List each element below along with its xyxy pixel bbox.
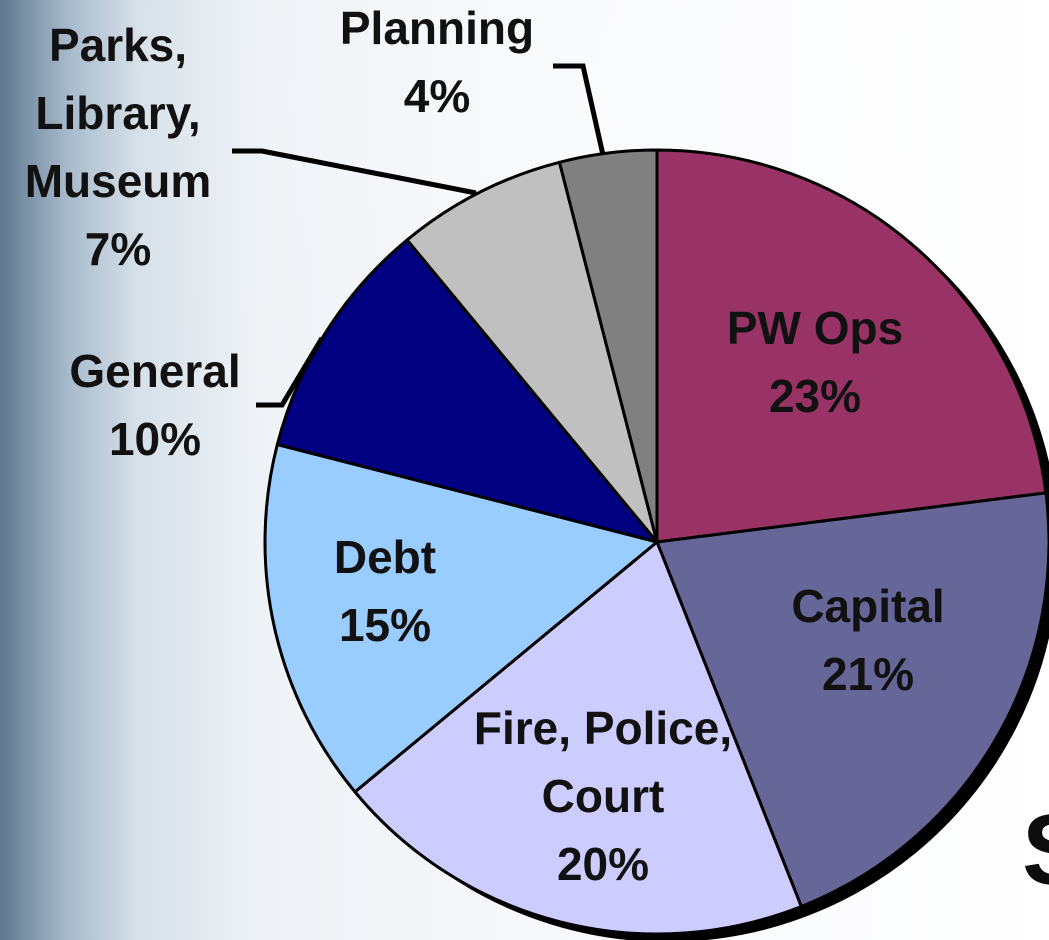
leader-line-parks-library-museum bbox=[232, 148, 477, 196]
slice-label-planning: Planning 4% bbox=[340, 2, 534, 122]
slice-labels: PW Ops 23% Capital 21% Fire, Police, Court 20%… bbox=[25, 2, 945, 890]
slice-label-pw-ops: PW Ops 23% bbox=[727, 302, 903, 422]
slice-label-line: PW Ops bbox=[727, 302, 903, 354]
pie-slice-pw-ops bbox=[655, 148, 1048, 544]
slice-label-line: Parks, bbox=[49, 19, 187, 71]
slice-label-debt: Debt 15% bbox=[334, 531, 436, 651]
slice-label-line: Museum bbox=[25, 155, 212, 207]
pie-slice-parks-library-museum bbox=[405, 160, 659, 544]
slice-label-fire-police-court: Fire, Police, Court 20% bbox=[474, 702, 732, 890]
slice-label-line: Planning bbox=[340, 2, 534, 54]
slice-label-line: Court bbox=[542, 770, 665, 822]
slice-label-line: 4% bbox=[404, 70, 470, 122]
slice-label-line: 10% bbox=[109, 413, 201, 465]
slice-label-line: 7% bbox=[85, 223, 151, 275]
slice-label-line: General bbox=[69, 345, 240, 397]
slice-label-line: Capital bbox=[791, 580, 944, 632]
slice-label-line: 21% bbox=[822, 648, 914, 700]
slice-label-line: 15% bbox=[339, 599, 431, 651]
leader-line-planning bbox=[553, 63, 606, 156]
pie-slice-debt bbox=[263, 443, 659, 794]
slice-label-line: Debt bbox=[334, 531, 436, 583]
pie-slice-fire-police-court bbox=[353, 540, 803, 936]
slice-label-line: 23% bbox=[769, 370, 861, 422]
slice-label-line: Fire, Police, bbox=[474, 702, 732, 754]
slice-label-line: Library, bbox=[35, 87, 200, 139]
leader-lines bbox=[232, 63, 606, 408]
slice-label-capital: Capital 21% bbox=[791, 580, 944, 700]
pie-slices bbox=[263, 148, 1049, 936]
leader-line-general bbox=[256, 336, 325, 408]
pie-slice-general bbox=[275, 238, 659, 544]
partial-title-glyph: S bbox=[1022, 800, 1049, 900]
pie-slice-planning bbox=[558, 148, 659, 544]
slice-label-general: General 10% bbox=[69, 345, 240, 465]
slice-label-line: 20% bbox=[557, 838, 649, 890]
slice-label-parks-library-museum: Parks, Library, Museum 7% bbox=[25, 19, 212, 275]
